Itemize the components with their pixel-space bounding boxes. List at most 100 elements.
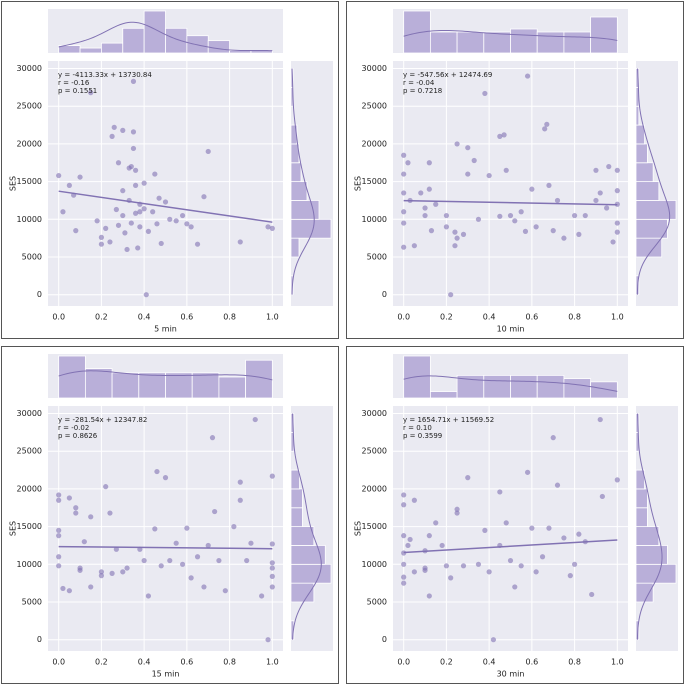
kde-curve xyxy=(58,21,273,52)
point xyxy=(503,520,509,526)
x-tick-label: 0.4 xyxy=(483,313,496,322)
point xyxy=(471,157,477,164)
point xyxy=(205,148,211,155)
point xyxy=(128,220,134,226)
x-tick-label: 0.8 xyxy=(223,658,236,667)
point xyxy=(269,541,275,547)
point xyxy=(554,197,561,204)
x-tick-label: 0.2 xyxy=(440,313,453,322)
point xyxy=(497,489,503,495)
point xyxy=(465,171,471,177)
point xyxy=(66,495,72,501)
point xyxy=(60,209,66,215)
point xyxy=(81,539,87,545)
point xyxy=(259,593,265,599)
point xyxy=(597,190,603,196)
point xyxy=(518,209,524,215)
histogram-bar xyxy=(635,488,648,509)
y-axis-label: SES xyxy=(9,176,18,191)
histogram-bar xyxy=(635,413,640,433)
point xyxy=(524,73,531,79)
y-tick-label: 30000 xyxy=(362,409,387,418)
point xyxy=(401,244,407,250)
point xyxy=(269,573,275,579)
point xyxy=(539,554,546,560)
point xyxy=(497,133,503,139)
point xyxy=(550,435,556,441)
point xyxy=(411,497,417,503)
histogram-bar xyxy=(635,582,654,603)
point xyxy=(115,222,122,228)
point xyxy=(188,575,194,581)
point xyxy=(529,186,535,192)
annotation: p = 0.3599 xyxy=(403,432,442,440)
point xyxy=(188,224,194,230)
y-tick-label: 30000 xyxy=(17,64,42,73)
point xyxy=(154,221,160,227)
annotation: r = -0.04 xyxy=(403,79,435,87)
y-tick-label: 25000 xyxy=(17,447,42,456)
point xyxy=(122,230,128,236)
point xyxy=(507,557,514,564)
histogram-bar xyxy=(290,237,300,258)
point xyxy=(486,569,492,575)
y-tick-label: 10000 xyxy=(362,560,387,569)
y-tick-label: 0 xyxy=(37,290,42,299)
point xyxy=(614,201,620,207)
point xyxy=(66,182,72,188)
panel-border xyxy=(346,1,684,339)
x-tick-label: 0.8 xyxy=(568,313,581,322)
x-tick-label: 1.0 xyxy=(611,658,624,667)
point xyxy=(167,557,173,564)
point xyxy=(212,508,218,515)
histogram-bar xyxy=(165,27,188,54)
point xyxy=(407,197,413,204)
point xyxy=(88,584,94,590)
y-tick-label: 15000 xyxy=(362,522,387,531)
point xyxy=(269,584,275,590)
kde-curve xyxy=(292,413,322,640)
panel-border xyxy=(1,1,339,339)
point xyxy=(150,209,156,215)
point xyxy=(120,188,126,194)
point xyxy=(448,292,454,298)
point xyxy=(73,510,79,516)
point xyxy=(184,221,190,227)
point xyxy=(604,205,610,211)
point xyxy=(269,565,275,571)
point xyxy=(132,167,139,173)
point xyxy=(162,199,169,205)
histogram-bar xyxy=(590,16,618,54)
point xyxy=(231,524,237,530)
kde-curve xyxy=(636,68,671,295)
point xyxy=(460,231,467,237)
point xyxy=(422,548,428,554)
x-tick-label: 0.8 xyxy=(568,658,581,667)
point xyxy=(66,588,72,594)
point xyxy=(576,531,582,537)
point xyxy=(593,197,599,204)
point xyxy=(490,637,497,643)
point xyxy=(103,225,109,231)
x-tick-label: 0.8 xyxy=(223,313,236,322)
histogram-bar xyxy=(290,124,298,145)
point xyxy=(486,172,492,179)
y-tick-label: 10000 xyxy=(17,560,42,569)
y-tick-label: 25000 xyxy=(362,102,387,111)
point xyxy=(130,129,137,135)
point xyxy=(98,569,105,575)
point xyxy=(248,540,254,546)
x-tick-label: 0.2 xyxy=(95,313,108,322)
point xyxy=(162,475,169,481)
point xyxy=(433,201,439,207)
point xyxy=(209,435,216,441)
point xyxy=(98,573,105,579)
point xyxy=(137,546,143,552)
point xyxy=(571,561,578,567)
histogram-bar xyxy=(590,381,618,399)
point xyxy=(194,241,201,247)
point xyxy=(143,292,149,298)
x-tick-label: 1.0 xyxy=(266,313,279,322)
point xyxy=(184,525,190,531)
